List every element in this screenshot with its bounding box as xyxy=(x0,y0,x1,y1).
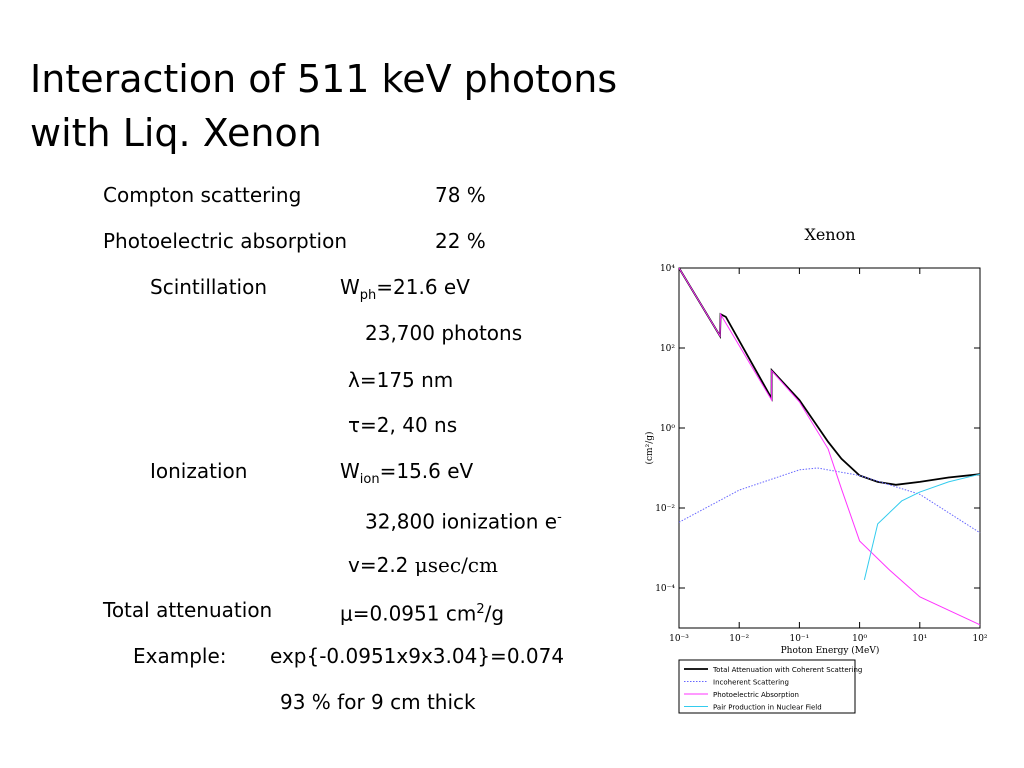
subscript: ion xyxy=(359,472,380,487)
x-axis-label: Photon Energy (MeV) xyxy=(781,645,880,656)
text-cell: 78 % xyxy=(435,183,486,207)
x-tick-label: 10¹ xyxy=(912,634,927,644)
text-cell: Photoelectric absorption xyxy=(103,229,348,253)
y-axis-label: (cm²/g) xyxy=(644,432,655,465)
text-cell: exp{-0.0951x9x3.04}=0.074 xyxy=(270,644,565,668)
chart-title: Xenon xyxy=(804,225,855,244)
legend-box xyxy=(678,659,856,714)
text: =21.6 eV xyxy=(376,275,470,299)
text: W xyxy=(340,275,360,299)
x-tick-label: 10⁰ xyxy=(852,634,867,644)
series-line xyxy=(863,473,981,580)
x-tick-label: 10² xyxy=(972,634,987,644)
y-tick-label: 10⁻⁴ xyxy=(655,584,675,594)
text-cell: Total attenuation xyxy=(103,598,273,622)
title-line: with Liq. Xenon xyxy=(30,111,322,155)
text-cell: v=2.2 μsec/cm xyxy=(348,553,498,577)
text-cell: τ=2, 40 ns xyxy=(348,413,458,437)
series-line xyxy=(678,267,981,626)
x-tick-label: 10⁻³ xyxy=(669,634,689,644)
text: =15.6 eV xyxy=(379,459,474,483)
x-tick-label: 10⁻¹ xyxy=(789,634,809,644)
text-cell: 93 % for 9 cm thick xyxy=(280,690,476,714)
text-cell: Scintillation xyxy=(150,275,268,299)
text: /g xyxy=(484,601,505,626)
text: W xyxy=(340,459,360,483)
superscript: - xyxy=(557,510,562,525)
text-cell: Wph=21.6 eV xyxy=(340,275,470,308)
y-tick-label: 10⁰ xyxy=(660,424,675,434)
text-cell: λ=175 nm xyxy=(348,368,454,392)
text-cell: 23,700 photons xyxy=(365,321,523,345)
y-tick-label: 10⁻² xyxy=(655,504,675,514)
text-cell: Compton scattering xyxy=(103,183,302,207)
text-cell: Wion=15.6 eV xyxy=(340,459,473,492)
legend-label: Photoelectric Absorption xyxy=(713,691,799,699)
legend-label: Incoherent Scattering xyxy=(713,679,789,687)
legend-label: Total Attenuation with Coherent Scatteri… xyxy=(712,666,862,674)
text: v=2.2 xyxy=(348,553,415,577)
slide-title: Interaction of 511 keV photons with Liq.… xyxy=(30,52,617,160)
serif-text: μsec/cm xyxy=(414,553,498,577)
text-cell: Example: xyxy=(133,644,227,668)
y-tick-label: 10² xyxy=(660,344,675,354)
y-tick-label: 10⁴ xyxy=(660,264,675,274)
text: 32,800 ionization e xyxy=(365,509,558,534)
text-cell: Ionization xyxy=(150,459,248,483)
series-line xyxy=(678,267,981,486)
subscript: ph xyxy=(359,288,377,303)
text-cell: 22 % xyxy=(435,229,486,253)
title-line: Interaction of 511 keV photons xyxy=(30,57,618,101)
legend-label: Pair Production in Nuclear Field xyxy=(713,704,822,712)
text-cell: 32,800 ionization e- xyxy=(365,506,562,534)
plot-frame xyxy=(678,267,981,629)
superscript: 2 xyxy=(476,602,485,617)
x-tick-label: 10⁻² xyxy=(729,634,749,644)
text: μ=0.0951 cm xyxy=(340,601,477,626)
series-line xyxy=(678,467,981,534)
text-cell: μ=0.0951 cm2/g xyxy=(340,598,504,626)
